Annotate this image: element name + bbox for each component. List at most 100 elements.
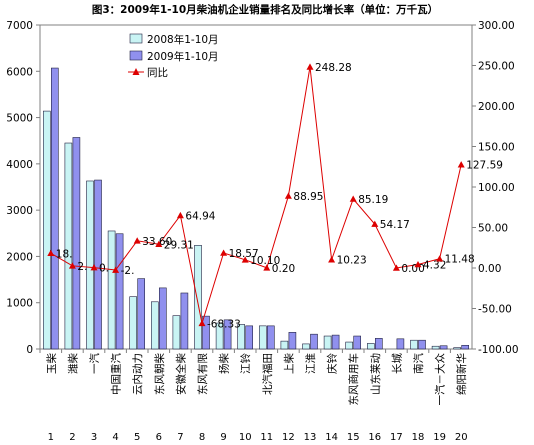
growth-data-label: 64.94	[185, 210, 215, 222]
growth-point	[328, 256, 336, 263]
growth-data-label: 85.19	[358, 194, 388, 206]
growth-data-label: 88.95	[293, 191, 323, 203]
growth-data-label: 54.17	[380, 219, 410, 231]
growth-line	[50, 66, 462, 324]
category-label: 江淮	[305, 353, 317, 374]
growth-point	[349, 195, 357, 202]
bar-2009	[137, 278, 145, 350]
rank-label: 1	[48, 432, 54, 443]
growth-data-label: -68.33	[207, 318, 241, 330]
bar-2009	[180, 292, 189, 350]
bar-2008	[86, 180, 94, 350]
bar-2008	[366, 343, 375, 350]
growth-point	[263, 264, 271, 271]
bar-2008	[107, 230, 116, 350]
bar-2009	[94, 179, 102, 350]
rank-label: 19	[433, 432, 446, 443]
growth-data-label: 33.60	[142, 236, 172, 248]
growth-point	[436, 255, 444, 262]
growth-data-label: 29.31	[164, 239, 194, 251]
bar-2008	[237, 324, 245, 350]
growth-point	[306, 63, 314, 70]
right-axis-tick-label: -100.00	[478, 344, 519, 356]
bar-2008	[431, 345, 440, 350]
bar-2008	[151, 301, 159, 350]
category-label: 中国重汽	[110, 353, 123, 395]
rank-label: 17	[390, 432, 403, 443]
category-label: 东风有限	[196, 353, 209, 395]
growth-point	[176, 211, 184, 219]
right-axis-tick-label: 100.00	[478, 182, 515, 194]
left-axis-tick-label: 3000	[6, 205, 33, 217]
bar-2009	[396, 338, 405, 350]
category-label: 扬柴	[218, 353, 231, 374]
rank-label: 2	[69, 432, 75, 443]
growth-data-label: 18.	[56, 248, 73, 260]
legend-label-2009: 2009年1-10月	[147, 50, 219, 63]
growth-point	[155, 240, 163, 248]
rank-label: 15	[347, 432, 360, 443]
bar-2009	[331, 334, 340, 350]
legend-swatch-2008	[129, 33, 143, 44]
category-label: 云内动力	[131, 353, 144, 395]
rank-label: 6	[156, 432, 162, 443]
bar-2009	[461, 344, 470, 350]
bar-2008	[258, 325, 267, 350]
growth-data-label: 4.32	[423, 260, 446, 272]
growth-data-label: 248.28	[315, 62, 352, 74]
legend-marker-growth	[132, 68, 140, 75]
bar-2008	[215, 322, 224, 350]
left-axis-tick-label: 5000	[6, 113, 33, 125]
rank-label: 11	[260, 432, 273, 443]
left-axis-tick-label: 7000	[6, 20, 33, 32]
legend-label-growth: 同比	[147, 66, 168, 79]
growth-point	[220, 249, 228, 256]
growth-data-label: 2.	[77, 261, 87, 273]
right-axis-tick-label: 150.00	[478, 142, 515, 154]
category-label: 东风商用车	[347, 353, 360, 406]
rank-label: 10	[239, 432, 252, 443]
right-axis-tick-label: 250.00	[478, 61, 515, 73]
bar-2009	[353, 335, 362, 350]
bar-2008	[64, 142, 73, 350]
left-axis-tick-label: 0	[26, 344, 33, 356]
bar-2009	[418, 339, 426, 350]
category-label: 玉柴	[45, 353, 58, 374]
bar-2009	[310, 333, 318, 350]
growth-data-label: -2.	[121, 265, 135, 277]
bar-2008	[172, 315, 181, 350]
category-label: 上柴	[282, 353, 295, 374]
right-axis-tick-label: -50.00	[478, 304, 512, 316]
category-label: 南汽	[412, 353, 425, 374]
bar-2009	[288, 332, 297, 350]
bar-2008	[194, 245, 202, 350]
right-axis-tick-label: 200.00	[478, 101, 515, 113]
plot-area: 0 1000 2000 3000 4000 5000 6000 7000 -100.00 -50.…	[6, 20, 518, 443]
bar-2008	[323, 335, 332, 350]
category-label: 一汽－大众	[434, 353, 447, 406]
category-label: 江铃	[239, 353, 252, 374]
bar-2008	[453, 347, 462, 350]
growth-data-label: 127.59	[466, 160, 503, 172]
category-label: 安徽全柴	[174, 353, 187, 395]
growth-point	[198, 319, 206, 327]
rank-label: 3	[91, 432, 97, 443]
growth-point	[414, 261, 422, 268]
plot-frame	[39, 24, 473, 350]
category-label: 潍柴	[66, 353, 79, 374]
legend-label-2008: 2008年1-10月	[147, 33, 219, 46]
growth-data-label: 18.57	[229, 248, 259, 260]
rank-label: 18	[412, 432, 425, 443]
bar-2009	[223, 319, 232, 350]
rank-label: 5	[134, 432, 140, 443]
category-label: 北汽福田	[261, 353, 274, 395]
left-axis-tick-label: 2000	[6, 251, 33, 263]
growth-data-label: 0.00	[401, 263, 424, 275]
growth-point	[90, 264, 98, 271]
growth-point	[284, 192, 292, 199]
growth-data-label: 0.20	[272, 263, 295, 275]
bar-2008	[410, 339, 418, 350]
category-label: 山东莱动	[369, 353, 382, 395]
